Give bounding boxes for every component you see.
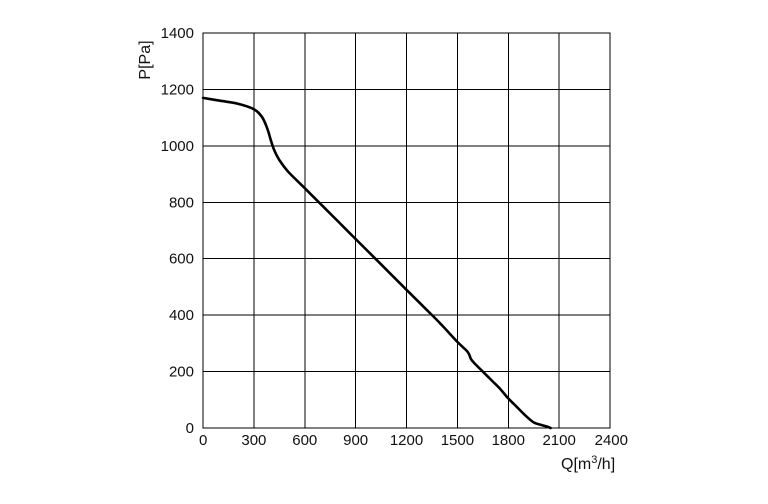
x-tick-label: 900 (343, 432, 368, 449)
y-tick-label: 800 (169, 194, 194, 211)
y-tick-label: 200 (169, 364, 194, 381)
series-layer (201, 96, 552, 430)
y-axis-label: P[Pa] (137, 40, 154, 79)
x-tick-label: 1200 (390, 432, 423, 449)
y-tick-label: 600 (169, 251, 194, 268)
x-tick-label: 0 (199, 432, 207, 449)
x-tick-label: 1800 (492, 432, 525, 449)
y-tick-label: 0 (186, 420, 194, 437)
grid (202, 32, 611, 429)
y-tick-label: 1000 (161, 138, 194, 155)
x-axis-label: Q[m3/h] (561, 454, 615, 473)
x-tick-label: 2400 (595, 432, 628, 449)
y-tick-label: 1400 (161, 25, 194, 42)
x-tick-label: 1500 (441, 432, 474, 449)
x-axis-ticks: 0 300 600 900 1200 1500 1800 2100 2400 (199, 432, 628, 449)
x-tick-label: 600 (292, 432, 317, 449)
y-tick-label: 1200 (161, 81, 194, 98)
y-axis-ticks: 0 200 400 600 800 1000 1200 1400 (161, 25, 194, 437)
plot-frame (202, 32, 611, 429)
x-tick-label: 2100 (542, 432, 575, 449)
x-tick-label: 300 (241, 432, 266, 449)
y-tick-label: 400 (169, 307, 194, 324)
series-line-0 (201, 96, 552, 430)
